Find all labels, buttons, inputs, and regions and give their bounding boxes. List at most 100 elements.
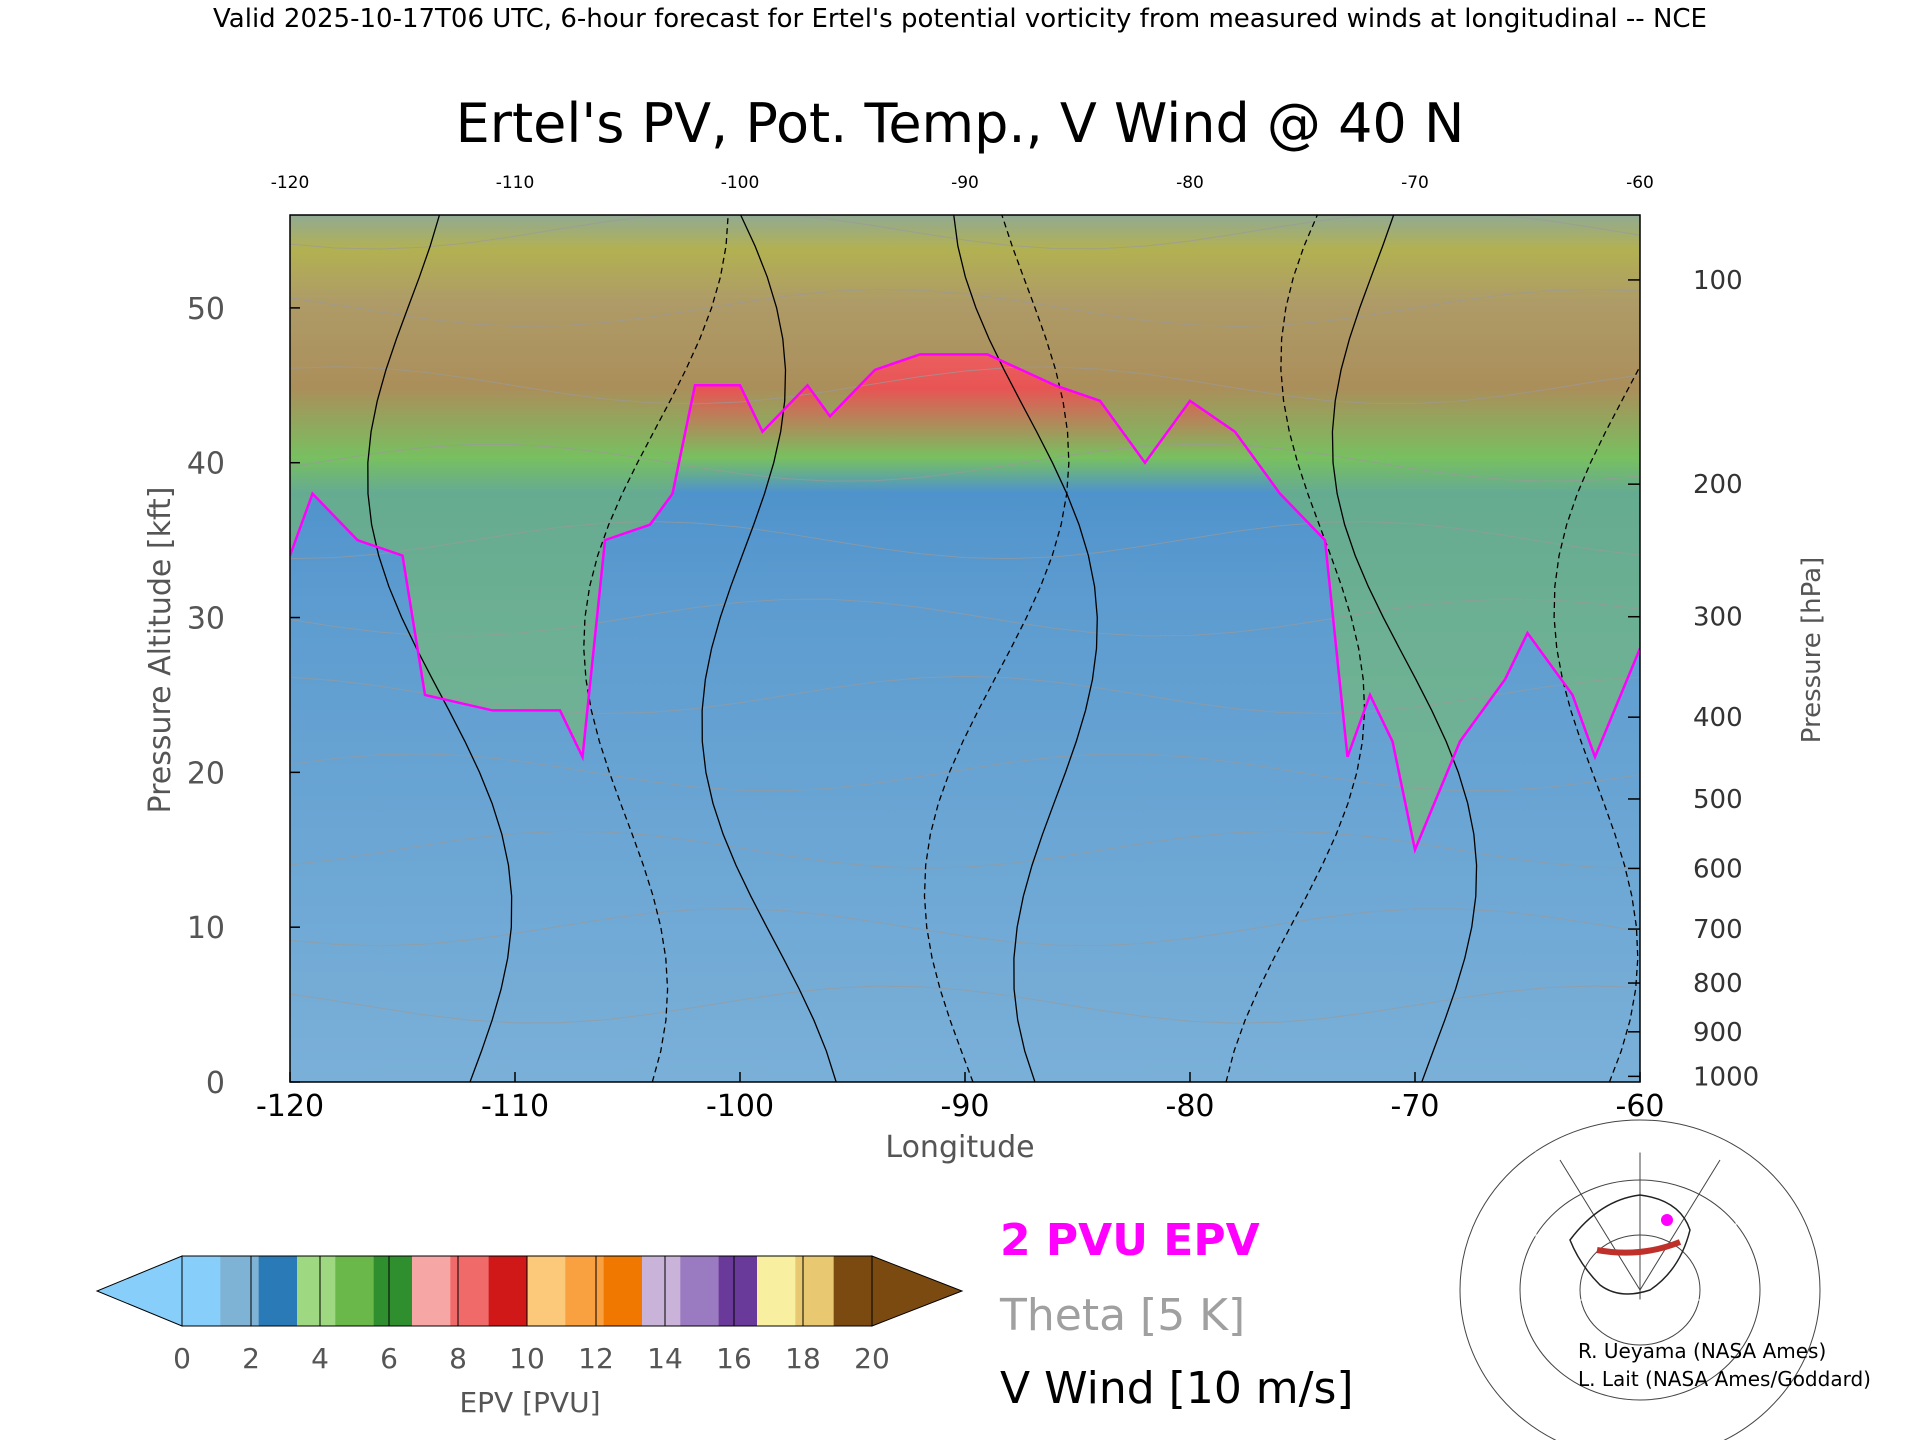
tropopause-2pvu-line — [290, 353, 1640, 854]
theta-contour — [290, 598, 1640, 637]
pressure-tick-label: 100 — [1693, 266, 1743, 296]
y-tick-label: 50 — [187, 292, 225, 327]
stratosphere-layer — [290, 215, 1640, 850]
colorbar: 0 2 4 6 8 10 12 14 16 18 20 — [95, 1255, 964, 1375]
wind-contour — [1331, 215, 1478, 1082]
theta-contour — [290, 521, 1640, 560]
colorbar-tick-label: 14 — [647, 1342, 683, 1375]
colorbar-tick-label: 0 — [173, 1342, 191, 1375]
x-axis-label: Longitude — [885, 1130, 1034, 1165]
x-tick-label: -80 — [1166, 1089, 1215, 1124]
pressure-tick-label: 300 — [1693, 603, 1743, 633]
wind-contour — [1225, 215, 1366, 1082]
colorbar-tick-label: 16 — [716, 1342, 752, 1375]
x-axis: -120 -120 -110 -110 -100 -100 -90 -90 -80 -80 -70 -… — [256, 173, 1665, 1124]
colorbar-tick-label: 4 — [311, 1342, 329, 1375]
colorbar-segment — [258, 1256, 298, 1326]
colorbar-segment — [795, 1256, 835, 1326]
pressure-tick-label: 700 — [1693, 915, 1743, 945]
colorbar-high-arrow — [871, 1255, 964, 1327]
chart-title: Ertel's PV, Pot. Temp., V Wind @ 40 N — [456, 92, 1465, 155]
colorbar-segment — [757, 1256, 796, 1326]
x-top-tick-label: -120 — [271, 173, 310, 193]
x-top-tick-label: -60 — [1626, 173, 1654, 193]
map-graticule — [1459, 1119, 1821, 1440]
x-tick-label: -120 — [256, 1089, 324, 1124]
colorbar-segment — [373, 1256, 413, 1326]
colorbar-segment — [220, 1256, 260, 1326]
plot-area: -120 -120 -110 -110 -100 -100 -90 -90 -80 -80 -70 -… — [187, 173, 1759, 1124]
theta-contour — [290, 753, 1640, 792]
header-text: Valid 2025-10-17T06 UTC, 6-hour forecast… — [213, 4, 1707, 34]
colorbar-label: EPV [PVU] — [459, 1386, 600, 1419]
pressure-tick-label: 200 — [1693, 470, 1743, 500]
x-tick-label: -110 — [481, 1089, 549, 1124]
map-frame — [1536, 1152, 1736, 1300]
y-tick-label: 10 — [187, 911, 225, 946]
x-tick-label: -70 — [1391, 1089, 1440, 1124]
x-top-tick-label: -90 — [951, 173, 979, 193]
x-top-tick-label: -100 — [721, 173, 760, 193]
x-tick-label: -60 — [1616, 1089, 1665, 1124]
colorbar-tick-label: 6 — [380, 1342, 398, 1375]
colorbar-segment — [297, 1256, 336, 1326]
theta-contour — [290, 288, 1640, 327]
theta-contour — [290, 215, 1640, 250]
pressure-tick-label: 1000 — [1693, 1062, 1759, 1092]
colorbar-low-arrow — [95, 1255, 183, 1327]
pressure-tick-label: 600 — [1693, 854, 1743, 884]
map-continent — [1569, 1194, 1691, 1295]
colorbar-segment — [527, 1256, 566, 1326]
y-tick-label: 40 — [187, 447, 225, 482]
legend-epv: 2 PVU EPV — [1000, 1215, 1260, 1266]
colorbar-segment — [642, 1256, 681, 1326]
colorbar-tick-label: 10 — [509, 1342, 545, 1375]
map-marker — [1661, 1214, 1673, 1226]
colorbar-segment — [488, 1256, 528, 1326]
theta-contour — [290, 366, 1640, 405]
y-tick-label: 20 — [187, 756, 225, 791]
colorbar-tick-label: 12 — [578, 1342, 614, 1375]
x-top-tick-label: -70 — [1401, 173, 1429, 193]
colorbar-segment — [603, 1256, 643, 1326]
map-border — [1535, 1151, 1737, 1301]
theta-contour — [290, 908, 1640, 947]
theta-contour — [290, 675, 1640, 714]
colorbar-segment — [335, 1256, 375, 1326]
x-tick-label: -100 — [706, 1089, 774, 1124]
colorbar-segment — [718, 1256, 758, 1326]
right-axis-label: Pressure [hPa] — [1797, 557, 1827, 744]
credit-line-2: L. Lait (NASA Ames/Goddard) — [1578, 1367, 1871, 1391]
colorbar-segment — [680, 1256, 720, 1326]
pressure-tick-label: 400 — [1693, 703, 1743, 733]
y-tick-label: 0 — [206, 1066, 225, 1101]
wind-contour — [701, 215, 837, 1082]
x-top-tick-label: -80 — [1176, 173, 1204, 193]
theta-contour — [290, 830, 1640, 869]
colorbar-tick-label: 18 — [785, 1342, 821, 1375]
pressure-axis: 100 200 300 400 500 600 700 800 900 1000 — [1628, 266, 1759, 1092]
theta-contour — [290, 985, 1640, 1024]
colorbar-tick-label: 2 — [242, 1342, 260, 1375]
colorbar-segment — [182, 1256, 221, 1326]
colorbar-segment — [450, 1256, 490, 1326]
credit-line-1: R. Ueyama (NASA Ames) — [1578, 1339, 1826, 1363]
stratosphere-region — [290, 215, 1640, 850]
wind-contour — [923, 215, 1070, 1082]
theta-contour — [290, 443, 1640, 482]
map-cross-section-path — [1596, 1239, 1682, 1256]
theta-contours — [290, 215, 1640, 1024]
x-top-tick-label: -110 — [496, 173, 535, 193]
legend-wind: V Wind [10 m/s] — [1000, 1363, 1354, 1414]
y-axis-label: Pressure Altitude [kft] — [143, 487, 178, 814]
legend-theta: Theta [5 K] — [999, 1290, 1245, 1341]
x-tick-label: -90 — [941, 1089, 990, 1124]
pressure-tick-label: 900 — [1693, 1018, 1743, 1048]
colorbar-tick-label: 8 — [449, 1342, 467, 1375]
y-tick-label: 30 — [187, 602, 225, 637]
colorbar-segment — [833, 1256, 873, 1326]
y-axis: 0 10 20 30 40 50 — [187, 292, 300, 1101]
colorbar-tick-label: 20 — [854, 1342, 890, 1375]
pressure-tick-label: 500 — [1693, 785, 1743, 815]
